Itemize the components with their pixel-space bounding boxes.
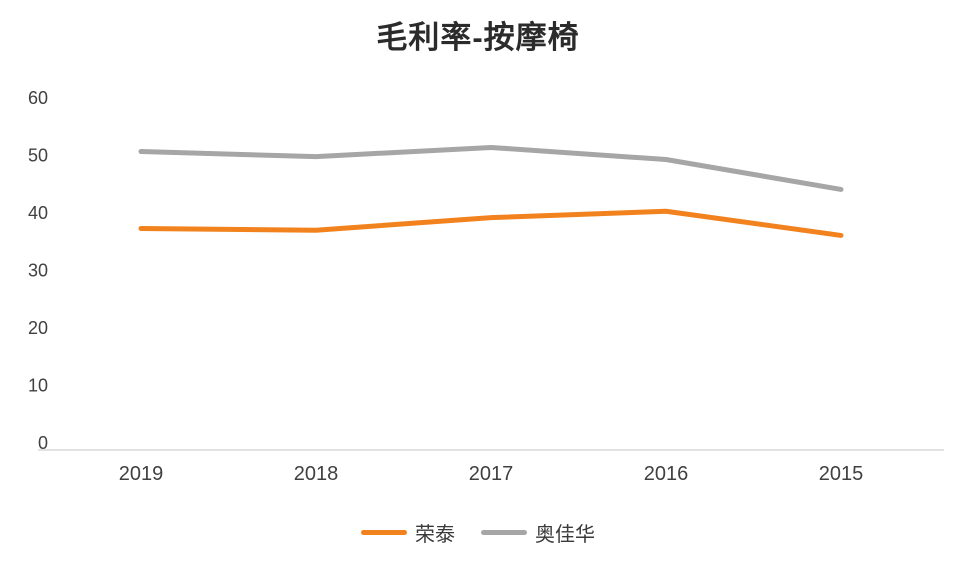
- y-axis-label: 60: [28, 88, 48, 108]
- chart-legend: 荣泰 奥佳华: [0, 518, 956, 547]
- legend-item-rongtai: 荣泰: [361, 518, 455, 547]
- chart-title: 毛利率-按摩椅: [376, 20, 580, 55]
- y-axis-label: 10: [28, 376, 48, 396]
- series-line-奥佳华: [138, 144, 844, 192]
- legend-item-aojiahua: 奥佳华: [481, 518, 595, 547]
- y-axis-label: 20: [28, 318, 48, 338]
- x-axis-label: 2015: [819, 463, 864, 485]
- legend-swatch-rongtai: [361, 530, 407, 535]
- x-axis-label: 2019: [119, 463, 164, 485]
- series-line-荣泰: [138, 208, 844, 238]
- legend-swatch-aojiahua: [481, 530, 527, 535]
- y-axis-label: 30: [28, 261, 48, 281]
- y-axis-label: 40: [28, 203, 48, 223]
- x-axis-label: 2017: [469, 463, 514, 485]
- legend-label-rongtai: 荣泰: [415, 524, 455, 546]
- x-axis-label: 2016: [644, 463, 689, 485]
- y-axis-label: 0: [38, 433, 48, 453]
- y-axis-label: 50: [28, 146, 48, 166]
- legend-label-aojiahua: 奥佳华: [535, 524, 595, 546]
- x-axis-label: 2018: [294, 463, 339, 485]
